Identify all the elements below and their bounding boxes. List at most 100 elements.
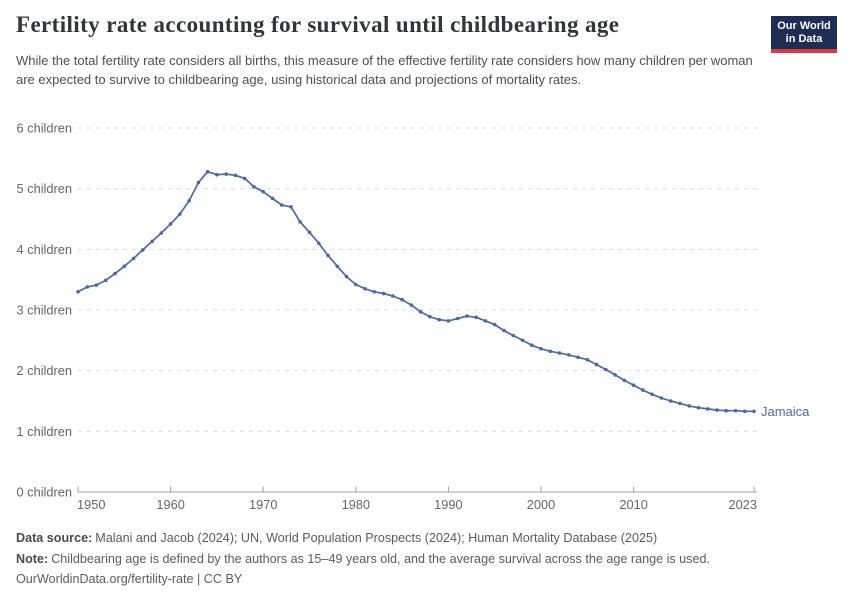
x-axis-tick-label: 2000 <box>527 497 555 512</box>
data-point[interactable] <box>187 199 191 203</box>
data-point[interactable] <box>363 287 367 291</box>
data-point[interactable] <box>85 285 90 289</box>
data-point[interactable] <box>242 176 247 181</box>
note-line: Note: Childbearing age is defined by the … <box>16 549 710 570</box>
data-point[interactable] <box>678 401 682 406</box>
data-point[interactable] <box>539 347 543 351</box>
data-point[interactable] <box>252 185 256 189</box>
data-point[interactable] <box>344 274 349 279</box>
data-point[interactable] <box>752 409 756 414</box>
y-axis-tick-label: 5 children <box>17 181 73 196</box>
data-point[interactable] <box>483 319 488 323</box>
data-point[interactable] <box>381 291 386 296</box>
y-axis-tick-label: 0 children <box>17 485 73 500</box>
data-point[interactable] <box>613 373 617 377</box>
data-point[interactable] <box>502 328 506 333</box>
data-point[interactable] <box>604 367 608 372</box>
data-point[interactable] <box>511 333 515 338</box>
data-point[interactable] <box>724 408 728 413</box>
data-point[interactable] <box>474 315 479 320</box>
data-point[interactable] <box>131 256 136 261</box>
data-point[interactable] <box>141 248 145 252</box>
data-point[interactable] <box>520 338 525 343</box>
license-line: OurWorldinData.org/fertility-rate | CC B… <box>16 569 710 590</box>
data-point[interactable] <box>261 189 266 194</box>
data-point[interactable] <box>326 253 330 258</box>
data-point[interactable] <box>446 319 451 323</box>
data-point[interactable] <box>622 378 627 383</box>
data-line-jamaica[interactable] <box>77 170 754 413</box>
x-axis-tick-label: 1960 <box>156 497 184 512</box>
data-point[interactable] <box>428 314 432 319</box>
data-source-line: Data source: Malani and Jacob (2024); UN,… <box>16 528 710 549</box>
data-point[interactable] <box>659 396 664 400</box>
data-point[interactable] <box>178 212 182 216</box>
data-point[interactable] <box>168 222 173 226</box>
data-point[interactable] <box>567 353 571 357</box>
data-source-text: Malani and Jacob (2024); UN, World Popul… <box>95 531 658 545</box>
owid-logo-line2: in Data <box>785 33 823 45</box>
data-point[interactable] <box>150 239 154 244</box>
note-label: Note: <box>16 551 49 566</box>
data-point[interactable] <box>113 271 117 276</box>
data-point[interactable] <box>76 290 80 294</box>
data-point[interactable] <box>335 264 340 269</box>
entity-label[interactable]: Jamaica <box>761 404 810 419</box>
data-point[interactable] <box>742 409 747 414</box>
data-point[interactable] <box>391 294 395 298</box>
data-point[interactable] <box>733 408 738 413</box>
data-point[interactable] <box>409 303 414 307</box>
data-point[interactable] <box>159 231 164 235</box>
owid-url-link[interactable]: OurWorldinData.org/fertility-rate | CC B… <box>16 572 243 586</box>
data-point[interactable] <box>196 180 201 185</box>
data-point[interactable] <box>279 203 284 207</box>
data-point[interactable] <box>418 310 423 314</box>
chart-subtitle: While the total fertility rate considers… <box>16 53 753 87</box>
data-point[interactable] <box>289 205 293 209</box>
x-axis-tick-label: 1950 <box>77 497 105 512</box>
data-point[interactable] <box>298 220 303 224</box>
data-point[interactable] <box>270 196 275 201</box>
data-point[interactable] <box>307 230 312 235</box>
data-point[interactable] <box>104 278 108 283</box>
data-point[interactable] <box>705 407 710 411</box>
data-point[interactable] <box>224 172 228 176</box>
data-point[interactable] <box>696 405 701 410</box>
data-point[interactable] <box>585 357 590 362</box>
chart-footer: Data source: Malani and Jacob (2024); UN,… <box>16 528 710 590</box>
owid-logo[interactable]: Our World in Data <box>771 16 837 53</box>
data-point[interactable] <box>437 317 442 322</box>
y-axis-tick-label: 4 children <box>17 242 73 257</box>
x-axis-tick-label: 2023 <box>729 497 757 512</box>
data-point[interactable] <box>641 388 645 392</box>
data-point[interactable] <box>400 297 404 302</box>
data-point[interactable] <box>548 349 553 354</box>
data-point[interactable] <box>530 343 534 347</box>
data-point[interactable] <box>492 322 497 327</box>
x-axis-tick-label: 2010 <box>619 497 647 512</box>
data-point[interactable] <box>205 169 210 174</box>
x-axis-tick-label: 1970 <box>249 497 277 512</box>
data-point[interactable] <box>557 351 562 355</box>
data-point[interactable] <box>354 282 358 287</box>
data-point[interactable] <box>687 404 691 408</box>
data-point[interactable] <box>715 408 719 412</box>
y-axis-tick-label: 3 children <box>17 303 73 318</box>
data-point[interactable] <box>122 264 127 269</box>
data-point[interactable] <box>631 383 636 388</box>
data-point[interactable] <box>594 362 599 367</box>
data-point[interactable] <box>372 290 377 294</box>
data-point[interactable] <box>215 172 219 177</box>
data-point[interactable] <box>465 314 469 318</box>
data-point[interactable] <box>576 355 580 360</box>
fertility-line-chart[interactable]: 0 children 1 children 2 children 3 children… <box>0 112 850 520</box>
data-point[interactable] <box>233 173 238 178</box>
data-point[interactable] <box>668 399 673 403</box>
data-point[interactable] <box>317 241 321 246</box>
y-axis-tick-label: 6 children <box>17 121 73 136</box>
data-source-label: Data source: <box>16 531 93 545</box>
data-point[interactable] <box>650 392 654 397</box>
data-point[interactable] <box>455 316 460 321</box>
data-point[interactable] <box>94 283 99 287</box>
